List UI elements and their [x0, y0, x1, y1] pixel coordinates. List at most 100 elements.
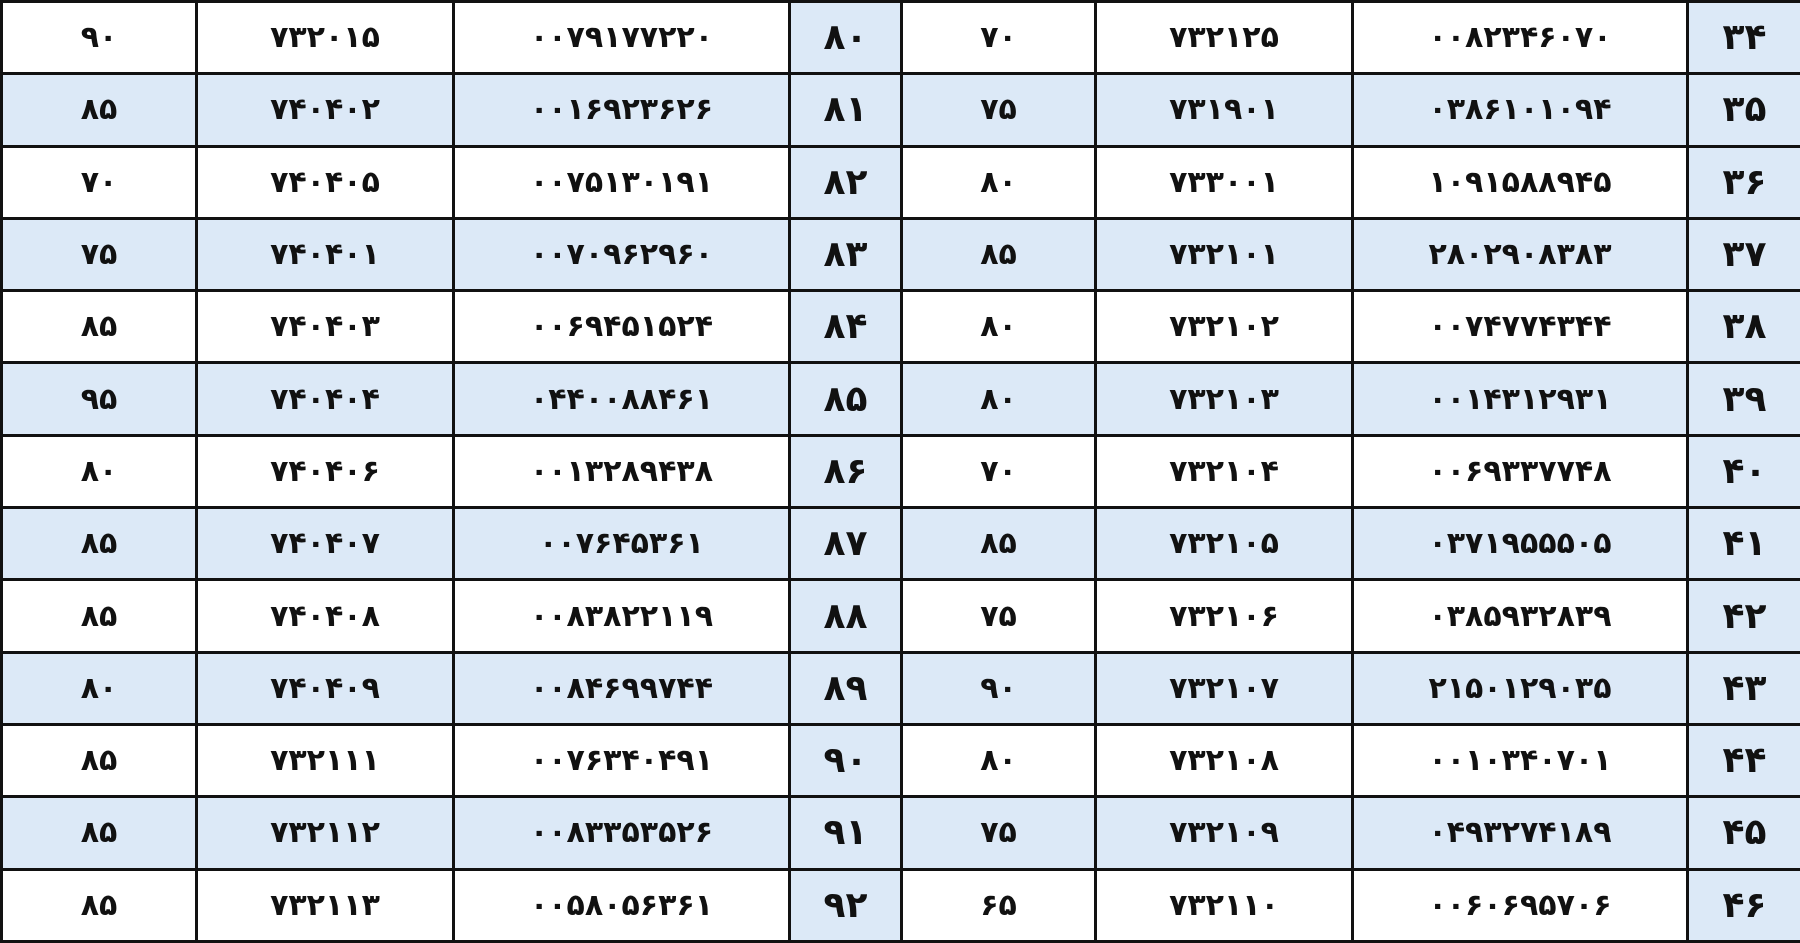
row-number: ۴۵: [1686, 795, 1800, 871]
row-number: ۹۰: [788, 722, 903, 799]
id-number: ۰۰۸۴۶۹۹۷۴۴: [452, 650, 791, 726]
row-number: ۴۲: [1686, 578, 1800, 654]
id-number: ۰۳۷۱۹۵۵۵۰۵: [1351, 506, 1689, 582]
code: ۷۳۱۹۰۱: [1094, 72, 1354, 148]
row-number: ۴۳: [1686, 650, 1800, 726]
row-number: ۳۹: [1686, 361, 1800, 437]
code: ۷۳۲۱۰۴: [1094, 433, 1354, 510]
code: ۷۳۲۱۰۳: [1094, 361, 1354, 437]
score: ۸۵: [0, 506, 198, 582]
score: ۸۵: [0, 72, 198, 148]
id-number: ۰۰۱۴۳۱۲۹۳۱: [1351, 361, 1689, 437]
score: ۷۰: [0, 144, 198, 220]
score: ۸۵: [900, 506, 1097, 582]
code: ۷۳۲۱۱۳: [195, 867, 455, 943]
score: ۸۵: [0, 722, 198, 799]
score: ۷۵: [900, 795, 1097, 871]
row-number: ۳۷: [1686, 216, 1800, 293]
id-number: ۰۴۴۰۰۸۸۴۶۱: [452, 361, 791, 437]
code: ۷۳۲۱۲۵: [1094, 0, 1354, 76]
row-number: ۳۸: [1686, 289, 1800, 365]
table-row: ۸۵ ۷۳۲۱۱۲ ۰۰۸۳۳۵۳۵۲۶ ۹۱ ۷۵ ۷۳۲۱۰۹ ۰۴۹۳۲۷۴۱۸۹ ۴۵: [0, 795, 1800, 871]
table-row: ۸۵ ۷۴۰۴۰۷ ۰۰۷۶۴۵۳۶۱ ۸۷ ۸۵ ۷۳۲۱۰۵ ۰۳۷۱۹۵۵۵۰۵ ۴۱: [0, 506, 1800, 582]
id-number: ۱۰۹۱۵۸۸۹۴۵: [1351, 144, 1689, 220]
code: ۷۳۲۱۱۰: [1094, 867, 1354, 943]
row-number: ۸۸: [788, 578, 903, 654]
table-row: ۸۵ ۷۳۲۱۱۳ ۰۰۵۸۰۵۶۳۶۱ ۹۲ ۶۵ ۷۳۲۱۱۰ ۰۰۶۰۶۹۵۷۰۶ ۴۶: [0, 867, 1800, 943]
code: ۷۴۰۴۰۵: [195, 144, 455, 220]
code: ۷۳۲۱۱۱: [195, 722, 455, 799]
row-number: ۴۱: [1686, 506, 1800, 582]
score: ۸۰: [900, 289, 1097, 365]
row-number: ۳۶: [1686, 144, 1800, 220]
score: ۸۰: [900, 361, 1097, 437]
row-number: ۸۳: [788, 216, 903, 293]
id-number: ۰۰۱۳۲۸۹۴۳۸: [452, 433, 791, 510]
row-number: ۳۵: [1686, 72, 1800, 148]
code: ۷۴۰۴۰۷: [195, 506, 455, 582]
code: ۷۴۰۴۰۹: [195, 650, 455, 726]
id-number: ۰۰۷۵۱۳۰۱۹۱: [452, 144, 791, 220]
id-number: ۰۰۷۹۱۷۷۲۲۰: [452, 0, 791, 76]
table-row: ۸۵ ۷۳۲۱۱۱ ۰۰۷۶۳۴۰۴۹۱ ۹۰ ۸۰ ۷۳۲۱۰۸ ۰۰۱۰۳۴۰۷۰۱ ۴۴: [0, 722, 1800, 799]
id-number: ۰۰۶۹۳۳۷۷۴۸: [1351, 433, 1689, 510]
id-number: ۰۴۹۳۲۷۴۱۸۹: [1351, 795, 1689, 871]
score: ۸۰: [0, 433, 198, 510]
code: ۷۴۰۴۰۲: [195, 72, 455, 148]
id-number: ۰۰۸۳۸۲۲۱۱۹: [452, 578, 791, 654]
code: ۷۴۰۴۰۶: [195, 433, 455, 510]
table-row: ۷۵ ۷۴۰۴۰۱ ۰۰۷۰۹۶۲۹۶۰ ۸۳ ۸۵ ۷۳۲۱۰۱ ۲۸۰۲۹۰۸۳۸۳ ۳۷: [0, 216, 1800, 293]
id-number: ۰۰۱۰۳۴۰۷۰۱: [1351, 722, 1689, 799]
id-number: ۲۸۰۲۹۰۸۳۸۳: [1351, 216, 1689, 293]
row-number: ۹۲: [788, 867, 903, 943]
code: ۷۴۰۴۰۱: [195, 216, 455, 293]
row-number: ۹۱: [788, 795, 903, 871]
score: ۹۰: [900, 650, 1097, 726]
table-row: ۸۵ ۷۴۰۴۰۳ ۰۰۶۹۴۵۱۵۲۴ ۸۴ ۸۰ ۷۳۲۱۰۲ ۰۰۷۴۷۷۴۳۴۴ ۳۸: [0, 289, 1800, 365]
score: ۸۵: [0, 795, 198, 871]
id-number: ۰۰۷۶۴۵۳۶۱: [452, 506, 791, 582]
id-number: ۰۰۱۶۹۲۳۶۲۶: [452, 72, 791, 148]
id-number: ۰۰۷۴۷۷۴۳۴۴: [1351, 289, 1689, 365]
table-row: ۸۵ ۷۴۰۴۰۸ ۰۰۸۳۸۲۲۱۱۹ ۸۸ ۷۵ ۷۳۲۱۰۶ ۰۳۸۵۹۳۲۸۳۹ ۴۲: [0, 578, 1800, 654]
code: ۷۳۲۰۱۵: [195, 0, 455, 76]
row-number: ۸۶: [788, 433, 903, 510]
score: ۸۰: [0, 650, 198, 726]
score: ۸۰: [900, 722, 1097, 799]
id-number: ۰۳۸۶۱۰۱۰۹۴: [1351, 72, 1689, 148]
row-number: ۴۰: [1686, 433, 1800, 510]
row-number: ۸۱: [788, 72, 903, 148]
row-number: ۸۰: [788, 0, 903, 76]
score: ۹۰: [0, 0, 198, 76]
score: ۸۵: [900, 216, 1097, 293]
row-number: ۳۴: [1686, 0, 1800, 76]
table-row: ۹۵ ۷۴۰۴۰۴ ۰۴۴۰۰۸۸۴۶۱ ۸۵ ۸۰ ۷۳۲۱۰۳ ۰۰۱۴۳۱۲۹۳۱ ۳۹: [0, 361, 1800, 437]
code: ۷۳۲۱۰۱: [1094, 216, 1354, 293]
score: ۷۵: [900, 72, 1097, 148]
id-number: ۰۰۶۰۶۹۵۷۰۶: [1351, 867, 1689, 943]
code: ۷۴۰۴۰۴: [195, 361, 455, 437]
table-row: ۹۰ ۷۳۲۰۱۵ ۰۰۷۹۱۷۷۲۲۰ ۸۰ ۷۰ ۷۳۲۱۲۵ ۰۰۸۲۳۴۶۰۷۰ ۳۴: [0, 0, 1800, 76]
code: ۷۳۳۰۰۱: [1094, 144, 1354, 220]
id-number: ۰۰۸۳۳۵۳۵۲۶: [452, 795, 791, 871]
id-number: ۰۰۷۶۳۴۰۴۹۱: [452, 722, 791, 799]
id-number: ۲۱۵۰۱۲۹۰۳۵: [1351, 650, 1689, 726]
table-row: ۸۰ ۷۴۰۴۰۶ ۰۰۱۳۲۸۹۴۳۸ ۸۶ ۷۰ ۷۳۲۱۰۴ ۰۰۶۹۳۳۷۷۴۸ ۴۰: [0, 433, 1800, 510]
row-number: ۴۶: [1686, 867, 1800, 943]
code: ۷۳۲۱۰۲: [1094, 289, 1354, 365]
code: ۷۳۲۱۰۶: [1094, 578, 1354, 654]
code: ۷۳۲۱۰۵: [1094, 506, 1354, 582]
code: ۷۴۰۴۰۳: [195, 289, 455, 365]
score: ۷۵: [0, 216, 198, 293]
score: ۸۰: [900, 144, 1097, 220]
code: ۷۳۲۱۰۷: [1094, 650, 1354, 726]
row-number: ۸۵: [788, 361, 903, 437]
score: ۸۵: [0, 289, 198, 365]
row-number: ۴۴: [1686, 722, 1800, 799]
score: ۷۰: [900, 0, 1097, 76]
table-row: ۸۵ ۷۴۰۴۰۲ ۰۰۱۶۹۲۳۶۲۶ ۸۱ ۷۵ ۷۳۱۹۰۱ ۰۳۸۶۱۰۱۰۹۴ ۳۵: [0, 72, 1800, 148]
score: ۸۵: [0, 578, 198, 654]
id-number: ۰۰۷۰۹۶۲۹۶۰: [452, 216, 791, 293]
table-row: ۷۰ ۷۴۰۴۰۵ ۰۰۷۵۱۳۰۱۹۱ ۸۲ ۸۰ ۷۳۳۰۰۱ ۱۰۹۱۵۸۸۹۴۵ ۳۶: [0, 144, 1800, 220]
